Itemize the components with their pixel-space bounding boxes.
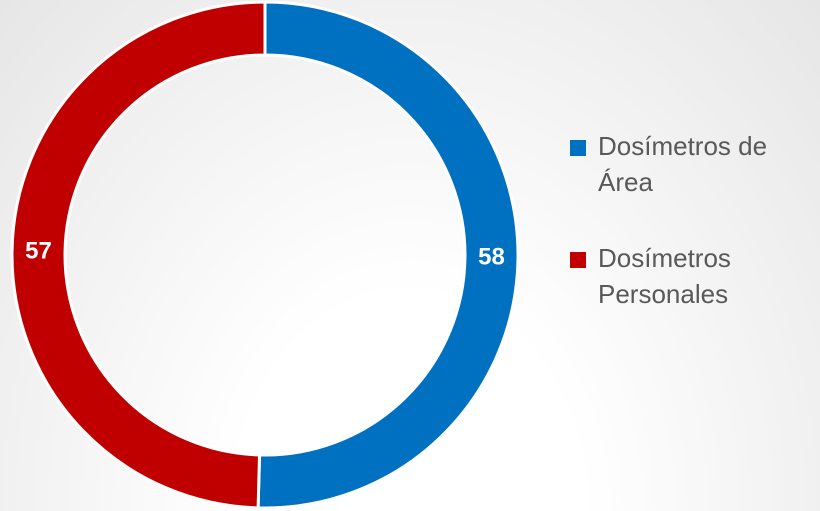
donut-segment (10, 0, 267, 510)
value-label: 58 (478, 243, 505, 270)
legend-item: Dosímetros Personales (570, 240, 820, 312)
value-label: 57 (25, 237, 52, 264)
legend-swatch (570, 140, 586, 156)
legend: Dosímetros de Área Dosímetros Personales (570, 128, 820, 352)
legend-item: Dosímetros de Área (570, 128, 820, 200)
donut-segment (256, 0, 520, 510)
legend-label: Dosímetros de Área (598, 131, 768, 197)
legend-label: Dosímetros Personales (598, 243, 731, 309)
legend-swatch (570, 252, 586, 268)
